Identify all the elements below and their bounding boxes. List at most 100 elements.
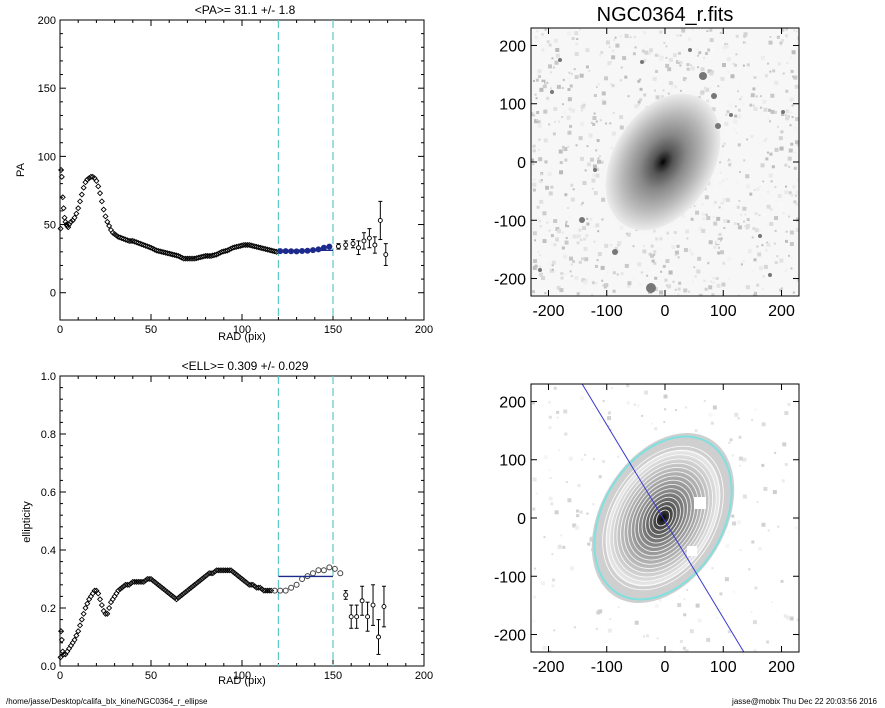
noise-pixel (634, 620, 639, 625)
noise-pixel (683, 613, 687, 617)
ell-profile-point (67, 642, 74, 649)
noise-pixel (743, 32, 748, 37)
noise-pixel (724, 44, 729, 49)
noise-pixel (586, 222, 590, 226)
star (688, 48, 692, 52)
pa-profile-point (249, 242, 256, 249)
noise-pixel (746, 138, 749, 141)
noise-pixel (785, 89, 789, 93)
noise-pixel (712, 215, 715, 218)
noise-pixel (659, 247, 663, 251)
ell-profile-point (178, 591, 185, 598)
ell-errorbar-point (370, 602, 376, 608)
noise-pixel (607, 61, 612, 66)
pa-profile-point (140, 241, 147, 249)
noise-pixel (745, 184, 750, 189)
pa-fit-point (326, 243, 333, 250)
noise-pixel (770, 109, 775, 114)
noise-pixel (586, 217, 589, 220)
contour-image (531, 384, 799, 652)
noise-pixel (580, 238, 583, 241)
noise-pixel (785, 267, 789, 271)
galaxy-image-panel: NGC0364_r.fits -200 -100 0 100 200 -200 -100 0 1… (494, 4, 800, 320)
noise-pixel (739, 548, 742, 551)
noise-pixel (548, 426, 552, 430)
noise-pixel (531, 401, 535, 405)
noise-pixel (606, 271, 609, 274)
noise-pixel (674, 254, 677, 257)
noise-pixel (537, 69, 542, 74)
ell-profile-point (188, 584, 195, 591)
noise-pixel (597, 230, 600, 233)
ell-profile-point (58, 628, 65, 635)
noise-pixel (732, 590, 735, 593)
pa-xtick-label: 100 (233, 324, 251, 336)
noise-pixel (582, 103, 586, 107)
noise-pixel (585, 234, 589, 238)
noise-pixel (619, 79, 622, 82)
noise-pixel (533, 112, 536, 115)
pa-errorbar-point (343, 242, 349, 248)
pa-profile-point (97, 190, 104, 197)
noise-pixel (538, 272, 543, 277)
pa-panel: <PA>= 31.1 +/- 1.8 0 50 100 150 200 0 50 100 150… (15, 3, 433, 343)
pa-profile-point (98, 198, 105, 205)
noise-pixel (787, 215, 790, 218)
noise-pixel (674, 250, 679, 255)
pa-profile-point (160, 249, 167, 256)
pa-xtick-label: 0 (57, 324, 63, 336)
ell-profile-point (117, 586, 124, 593)
noise-pixel (748, 568, 751, 571)
noise-pixel (549, 71, 552, 74)
noise-pixel (619, 35, 622, 38)
noise-pixel (617, 456, 620, 459)
ell-profile-point (184, 587, 191, 594)
noise-pixel (601, 279, 604, 282)
noise-pixel (641, 49, 645, 53)
noise-pixel (773, 242, 776, 245)
noise-pixel (790, 142, 794, 146)
noise-pixel (580, 109, 583, 112)
noise-pixel (712, 204, 715, 207)
cont-xtick-label: 200 (768, 659, 795, 676)
noise-pixel (637, 262, 642, 267)
noise-pixel (558, 120, 561, 123)
pa-errorbar-point (336, 243, 341, 249)
noise-pixel (689, 64, 692, 67)
cont-ytick-label: 100 (499, 453, 526, 470)
noise-pixel (624, 32, 627, 35)
noise-pixel (540, 276, 545, 281)
noise-pixel (565, 223, 570, 228)
noise-pixel (734, 412, 739, 417)
img-xtick-label: -100 (591, 303, 623, 320)
noise-pixel (584, 257, 589, 262)
ell-profile-point (87, 593, 94, 600)
noise-pixel (603, 233, 608, 238)
ell-profile-point (173, 596, 180, 603)
noise-pixel (604, 243, 609, 248)
noise-pixel (758, 547, 762, 551)
noise-pixel (712, 405, 717, 410)
noise-pixel (721, 63, 726, 68)
noise-pixel (534, 35, 538, 39)
noise-pixel (550, 185, 554, 189)
noise-pixel (546, 236, 550, 240)
noise-pixel (551, 553, 554, 556)
pa-profile-point (59, 194, 66, 201)
noise-pixel (575, 42, 579, 46)
noise-pixel (779, 258, 784, 263)
noise-pixel (784, 190, 789, 195)
noise-pixel (664, 408, 667, 411)
noise-pixel (651, 271, 655, 275)
noise-pixel (789, 230, 794, 235)
pa-profile-point (146, 244, 153, 251)
noise-pixel (663, 41, 666, 44)
noise-pixel (727, 530, 731, 534)
noise-pixel (774, 229, 777, 232)
noise-pixel (735, 34, 739, 38)
img-ytick-label: 100 (499, 97, 526, 114)
cont-ytick-label: -100 (494, 569, 526, 586)
noise-pixel (683, 288, 688, 293)
noise-pixel (688, 290, 691, 293)
noise-pixel (561, 145, 565, 149)
